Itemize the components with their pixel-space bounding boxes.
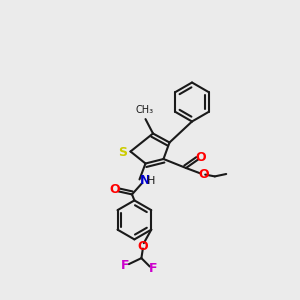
Text: CH₃: CH₃	[136, 105, 154, 115]
Text: O: O	[110, 183, 120, 196]
Text: F: F	[149, 262, 158, 275]
Text: O: O	[195, 151, 206, 164]
Text: O: O	[198, 168, 209, 182]
Text: O: O	[138, 240, 148, 253]
Text: H: H	[147, 176, 155, 186]
Text: F: F	[121, 259, 129, 272]
Text: S: S	[118, 146, 127, 160]
Text: N: N	[140, 174, 150, 188]
